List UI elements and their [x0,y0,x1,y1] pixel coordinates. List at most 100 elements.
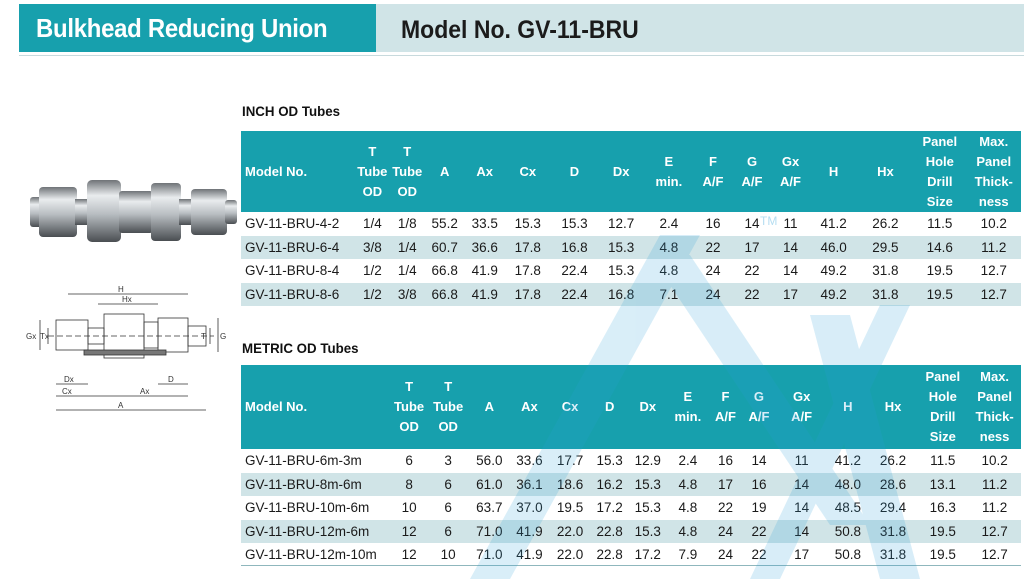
table-cell: 31.8 [857,282,914,306]
column-header-line: Thick- [975,409,1014,424]
table-cell: 26.2 [879,453,907,469]
column-header-line: A/F [791,409,813,424]
table-cell: 11.2 [968,472,1021,496]
table-cell: 22 [744,263,760,279]
header-banner: Bulkhead Reducing Union Model No. GV-11-… [19,4,1024,52]
table-cell: 66.8 [431,263,458,279]
table-cell: 15.3 [596,453,623,469]
table-bottom-rule [241,565,1021,566]
table-row: GV-11-BRU-12m-6m 12 6 71.0 41.9 22.0 22.8 15.3 4… [241,519,1021,543]
table-cell: 2.4 [678,453,698,469]
table-cell: 17 [709,472,742,496]
column-header-line: Ax [521,399,538,414]
table-cell: 50.8 [827,519,869,543]
dim-label-g: G [220,332,226,341]
table-cell: 17 [732,235,772,259]
table-cell: 1/8 [397,216,417,232]
table-row: GV-11-BRU-6m-3m 6 3 56.0 33.6 17.7 15.3 12.9 2.4… [241,449,1021,473]
column-header: F A/F [693,131,733,212]
column-header-line: Panel [922,133,958,149]
table-cell: 63.7 [476,500,503,516]
column-header-line: Model No. [245,399,308,414]
column-header: A [469,365,510,449]
dim-label-cx: Cx [62,387,72,396]
table-cell: 49.2 [820,263,847,279]
dim-label-gx: Gx [26,332,36,341]
dimension-diagram: H Hx Gx Tx T G Dx D Cx Ax A [26,285,226,411]
table-cell: 60.7 [424,235,465,259]
model-number-cell: GV-11-BRU-6-4 [241,235,355,259]
column-header-line: D [569,163,580,179]
table-cell: 41.9 [471,263,498,279]
table-cell: 22.8 [590,519,629,543]
table-cell: 17 [771,282,810,306]
column-header-line: Gx [781,153,800,169]
table-cell: 14 [776,472,828,496]
table-cell: 17.7 [556,453,584,469]
table-cell: 15.3 [634,500,661,516]
column-header-line: Cx [519,163,537,179]
column-header: Dx [628,365,667,449]
table-cell: 4.8 [659,263,679,279]
dim-label-tx: Tx [40,332,49,341]
table-cell: 4.8 [678,500,698,516]
column-header-line: H [828,163,839,179]
table-cell: 1/2 [362,263,382,279]
table-cell: 19 [751,500,767,516]
dim-label-hx: Hx [122,295,132,304]
table-cell: 46.0 [809,235,858,259]
table-cell: 11.2 [966,235,1021,259]
column-header-line: ness [978,193,1009,209]
table-cell: 22.4 [561,263,588,279]
table-cell: 49.2 [809,282,858,306]
table-cell: 50.8 [834,547,861,563]
table-cell: 17.2 [596,500,623,516]
table-cell: 12.9 [634,453,661,469]
table-row: GV-11-BRU-4-2 1/4 1/8 55.2 33.5 15.3 15.3 12.7 2… [241,212,1021,236]
table-cell: 41.2 [834,453,861,469]
table-cell: 48.5 [834,500,861,516]
table-cell: 41.9 [509,519,550,543]
column-header-line: T [444,379,453,394]
table-cell: 19.5 [917,519,969,543]
table-cell: 26.2 [872,216,899,232]
table-cell: 1/4 [397,263,417,279]
table-cell: 22 [693,235,733,259]
table-cell: 19.5 [913,282,967,306]
column-header-line: T [405,379,414,394]
column-header: D [590,365,629,449]
table-cell: 16 [717,453,733,469]
column-header: T Tube OD [354,131,390,212]
dim-label-h: H [118,285,124,294]
column-header-line: Tube [357,163,388,179]
table-cell: 1/4 [362,216,382,232]
column-header: Dx [598,131,645,212]
table-cell: 14 [744,216,760,232]
table-cell: 12.7 [980,263,1007,279]
table-cell: 16.3 [929,500,956,516]
table-cell: 15.3 [628,519,667,543]
column-header-line: Dx [612,163,630,179]
column-header-line: Model No. [245,163,308,179]
column-header: T Tube OD [426,365,470,449]
column-header-model: Model No. [241,131,355,212]
table-cell: 10 [440,547,456,563]
column-header-line: Drill [930,409,956,424]
column-header: G A/F [732,131,772,212]
table-cell: 12.7 [968,519,1021,543]
column-header: H [809,131,858,212]
table-cell: 17.2 [634,547,661,563]
column-header-line: E [683,389,693,404]
metric-section-title: METRIC OD Tubes [242,340,359,356]
column-header-line: Panel [977,389,1012,404]
table-cell: 16 [741,472,777,496]
column-header: Panel Hole Drill Size [913,131,967,212]
table-cell: 18.6 [549,472,591,496]
column-header: Max. Panel Thick-ness [968,365,1021,449]
table-row: GV-11-BRU-8-4 1/2 1/4 66.8 41.9 17.8 22.4 15.3 4… [241,259,1021,283]
page-title: Bulkhead Reducing Union [36,13,328,43]
column-header-line: Tube [394,399,425,414]
column-header: T Tube OD [389,131,425,212]
